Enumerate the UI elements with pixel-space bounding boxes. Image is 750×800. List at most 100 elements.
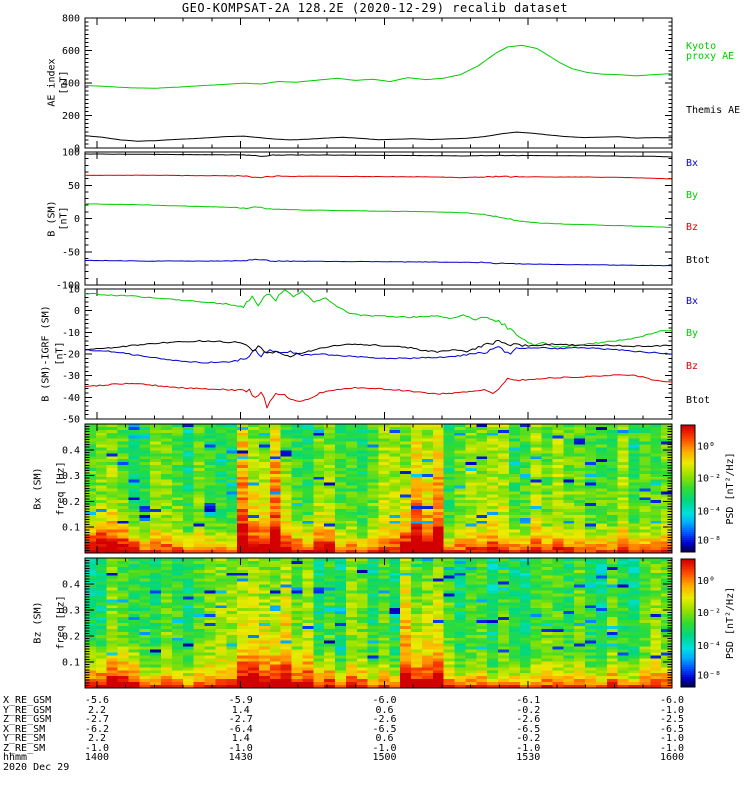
ephemeris-value: -2.6 <box>372 714 397 725</box>
y-tick-label: -100 <box>56 281 80 292</box>
y-tick-label: 0 <box>74 144 80 155</box>
ephemeris-row-label: X_RE_SM <box>3 723 46 735</box>
y-tick-label: 0.4 <box>62 445 80 456</box>
ephemeris-value: -6.4 <box>228 723 253 735</box>
ephemeris-value: -2.6 <box>516 714 541 725</box>
colorbar-title: PSD [nT²/Hz] <box>725 452 736 524</box>
y-axis-label-bz-spec-0: Bz (SM) <box>32 601 44 644</box>
ephemeris-row-label: Y_RE_GSM <box>3 704 52 716</box>
colorbar-tick-label: 10⁻⁸ <box>697 670 721 681</box>
y-tick-label: 400 <box>62 79 80 90</box>
ephemeris-value: 0.6 <box>375 733 394 744</box>
y-tick-label: 0 <box>74 214 80 225</box>
panel-bz-spec: 10⁰ 10⁻² 10⁻⁴ 10⁻⁸ PSD [nT²/Hz] 0.1 0.2 0.3 0.4 <box>62 557 736 689</box>
ephemeris-value: -6.5 <box>372 723 397 735</box>
heatmap <box>85 424 673 554</box>
y-tick-label: -30 <box>62 371 80 382</box>
series-by <box>84 289 673 348</box>
ephemeris-value: -2.7 <box>84 714 110 725</box>
series-kyoto-proxy-ae <box>84 44 673 89</box>
ephemeris-row-label: Y_RE_SM <box>3 733 46 744</box>
ephemeris-value: 1430 <box>228 752 253 763</box>
y-tick-label: -40 <box>62 393 80 404</box>
ephemeris-value: 1400 <box>84 752 110 763</box>
colorbar: 10⁰ 10⁻² 10⁻⁴ 10⁻⁸ PSD [nT²/Hz] <box>680 558 736 688</box>
ephemeris-value: -1.0 <box>372 742 397 754</box>
ephemeris-value: 1600 <box>659 752 685 763</box>
y-axis-label-bz-spec-1: freq [Hz] <box>55 595 67 650</box>
legend-bz: Bz <box>686 222 699 233</box>
ephemeris-value: 1.4 <box>231 704 250 716</box>
heatmap <box>85 558 673 689</box>
ephemeris-value: -5.9 <box>228 695 253 706</box>
legend-kyoto-proxy-ae: proxy AE <box>686 51 735 62</box>
series-bz <box>84 374 673 409</box>
colorbar-tick-label: 10⁻⁸ <box>697 536 721 547</box>
ephemeris-value: -6.1 <box>516 695 541 706</box>
series-bx <box>85 258 673 267</box>
series-themis-ae <box>84 131 673 142</box>
ephemeris-value: 0.6 <box>375 704 394 716</box>
ephemeris-value: 1530 <box>516 752 541 763</box>
y-tick-label: 50 <box>68 181 80 192</box>
y-tick-label: 0.1 <box>62 523 80 534</box>
legend-bx: Bx <box>686 296 699 307</box>
legend-by: By <box>686 190 699 201</box>
ephemeris-value: 2.2 <box>87 733 106 744</box>
ephemeris-value: -1.0 <box>659 704 685 716</box>
ephemeris-value: -2.7 <box>228 714 253 725</box>
legend-btot: Btot <box>686 255 711 266</box>
legend-bx: Bx <box>686 158 699 169</box>
ephemeris-value: -6.2 <box>84 723 110 735</box>
colorbar-tick-label: 10⁻⁴ <box>697 641 721 652</box>
colorbar-title: PSD [nT²/Hz] <box>725 587 736 659</box>
ephemeris-row-label: X_RE_GSM <box>3 695 52 706</box>
colorbar: 10⁰ 10⁻² 10⁻⁴ 10⁻⁸ PSD [nT²/Hz] <box>680 424 736 553</box>
y-tick-label: 600 <box>62 46 80 57</box>
colorbar-tick-label: 10⁰ <box>697 442 715 453</box>
y-tick-label: 0.3 <box>62 471 80 482</box>
colorbar-tick-label: 10⁰ <box>697 576 715 587</box>
y-tick-label: -50 <box>62 415 80 426</box>
series-btot <box>84 339 673 358</box>
y-tick-label: -50 <box>62 247 80 258</box>
ephemeris-value: -0.2 <box>516 733 541 744</box>
ephemeris-value: -6.0 <box>372 695 397 706</box>
ephemeris-value: 2.2 <box>87 704 106 716</box>
series-bx <box>84 346 673 364</box>
ephemeris-value: -1.0 <box>659 733 685 744</box>
series-bz <box>84 174 673 180</box>
y-tick-label: -10 <box>62 328 80 339</box>
panel-b-sm: -100 -50 0 50 100 <box>56 148 673 292</box>
series-btot <box>84 153 673 158</box>
panel-bx-spec: 10⁰ 10⁻² 10⁻⁴ 10⁻⁸ PSD [nT²/Hz] 0.1 0.2 0.3 0.4 <box>62 423 736 554</box>
colorbar-tick-label: 10⁻⁴ <box>697 506 721 517</box>
ephemeris-row-label: Z_RE_SM <box>3 742 46 754</box>
legend-bz: Bz <box>686 361 699 372</box>
y-tick-label: 200 <box>62 111 80 122</box>
ephemeris-row-label: 2020 Dec 29 <box>3 761 70 773</box>
colorbar-tick-label: 10⁻² <box>697 473 721 484</box>
ephemeris-value: 1500 <box>372 752 397 763</box>
legend-themis-ae: Themis AE <box>686 105 741 116</box>
colorbar-tick-label: 10⁻² <box>697 608 721 619</box>
y-tick-label: 0.2 <box>62 632 80 643</box>
y-tick-label: 800 <box>62 14 80 25</box>
y-tick-label: 0 <box>74 306 80 317</box>
ephemeris-value: -2.5 <box>659 714 685 725</box>
y-tick-label: 100 <box>62 148 80 159</box>
ephemeris-value: -6.0 <box>659 695 685 706</box>
panel-b-igrf: 10 0 -10 -20 -30 -40 -50 <box>62 285 673 426</box>
y-tick-label: -20 <box>62 350 80 361</box>
y-tick-label: 0.4 <box>62 580 80 591</box>
y-tick-label: 0.3 <box>62 606 80 617</box>
ephemeris-value: -1.0 <box>228 742 253 754</box>
ephemeris-row-label: hhmm <box>3 752 28 763</box>
ephemeris-row-label: Z_RE_GSM <box>3 714 52 725</box>
ephemeris-value: -0.2 <box>516 704 541 716</box>
ephemeris-value: -1.0 <box>84 742 110 754</box>
legend-by: By <box>686 328 699 339</box>
y-tick-label: 0.2 <box>62 497 80 508</box>
